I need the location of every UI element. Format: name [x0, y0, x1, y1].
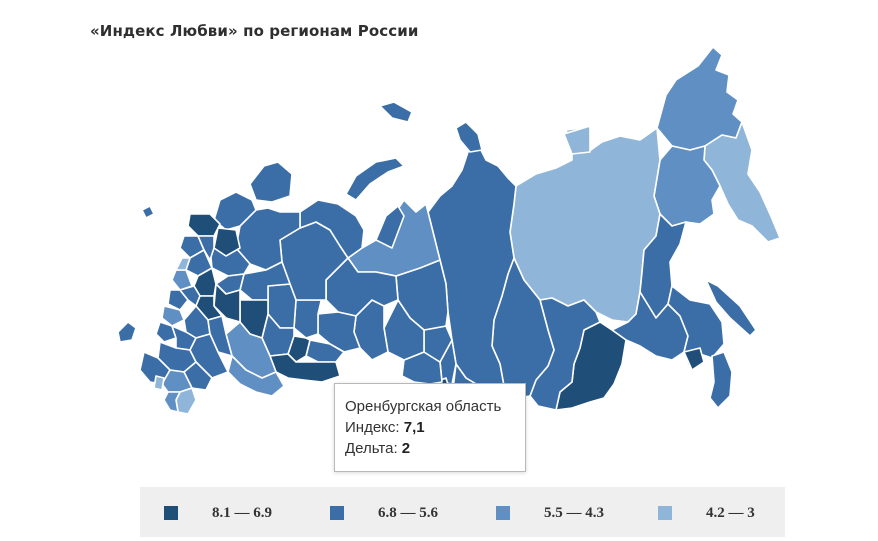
tooltip-index-row: Индекс: 7,1 — [345, 417, 525, 438]
region-severnaya-zemlya[interactable] — [455, 121, 483, 153]
legend-swatch-class1 — [164, 506, 178, 520]
region-kalmykia[interactable] — [183, 361, 213, 391]
legend-label-class3: 5.5 — 4.3 — [544, 504, 604, 521]
region-kaliningrad[interactable] — [141, 205, 155, 219]
map-regions — [117, 46, 781, 415]
region-sakhalin[interactable] — [705, 279, 757, 409]
region-khmao[interactable] — [325, 257, 399, 317]
tooltip-region-name: Оренбургская область — [345, 398, 502, 415]
region-kursk[interactable] — [161, 305, 185, 327]
region-murmansk[interactable] — [249, 161, 293, 203]
map-legend: 8.1 — 6.9 6.8 — 5.6 5.5 — 4.3 4.2 — 3 — [140, 487, 785, 537]
region-crimea[interactable] — [117, 321, 137, 343]
region-nenets[interactable] — [299, 199, 365, 259]
region-franz-josef[interactable] — [379, 101, 413, 123]
region-chechnya[interactable] — [163, 391, 181, 413]
region-adygea[interactable] — [153, 375, 165, 391]
legend-swatch-class3 — [496, 506, 510, 520]
legend-swatch-class2 — [330, 506, 344, 520]
region-lipetsk[interactable] — [175, 257, 191, 271]
region-novgorod[interactable] — [197, 235, 215, 261]
region-jewish-ao[interactable] — [683, 347, 705, 371]
region-chukotka[interactable] — [656, 46, 743, 151]
legend-item-class3[interactable]: 5.5 — 4.3 — [496, 503, 604, 523]
region-novosibirsk[interactable] — [383, 299, 425, 361]
region-kirov[interactable] — [239, 261, 291, 301]
region-novosibirsk-islands[interactable] — [563, 125, 591, 155]
legend-item-class2[interactable]: 6.8 — 5.6 — [330, 503, 438, 523]
legend-label-class2: 6.8 — 5.6 — [378, 504, 438, 521]
region-novaya-zemlya[interactable] — [345, 157, 405, 201]
tooltip-delta-label: Дельта: — [345, 440, 398, 457]
tooltip-delta-row: Дельта: 2 — [345, 438, 525, 459]
tooltip-delta-value: 2 — [401, 440, 411, 457]
region-tooltip: Оренбургская область Индекс: 7,1 Дельта:… — [334, 383, 526, 472]
region-tyumen[interactable] — [317, 311, 361, 353]
tooltip-index-value: 7,1 — [403, 419, 425, 436]
region-belgorod[interactable] — [155, 321, 177, 343]
tooltip-index-label: Индекс: — [345, 419, 400, 436]
map-title: «Индекс Любви» по регионам России — [90, 22, 419, 40]
region-orenburg[interactable] — [269, 353, 341, 383]
legend-item-class1[interactable]: 8.1 — 6.9 — [164, 503, 272, 523]
region-yamal-peninsula[interactable] — [375, 205, 405, 249]
legend-label-class4: 4.2 — 3 — [706, 504, 755, 521]
legend-item-class4[interactable]: 4.2 — 3 — [658, 503, 755, 523]
region-astrakhan[interactable] — [227, 355, 285, 397]
legend-swatch-class4 — [658, 506, 672, 520]
legend-label-class1: 8.1 — 6.9 — [212, 504, 272, 521]
